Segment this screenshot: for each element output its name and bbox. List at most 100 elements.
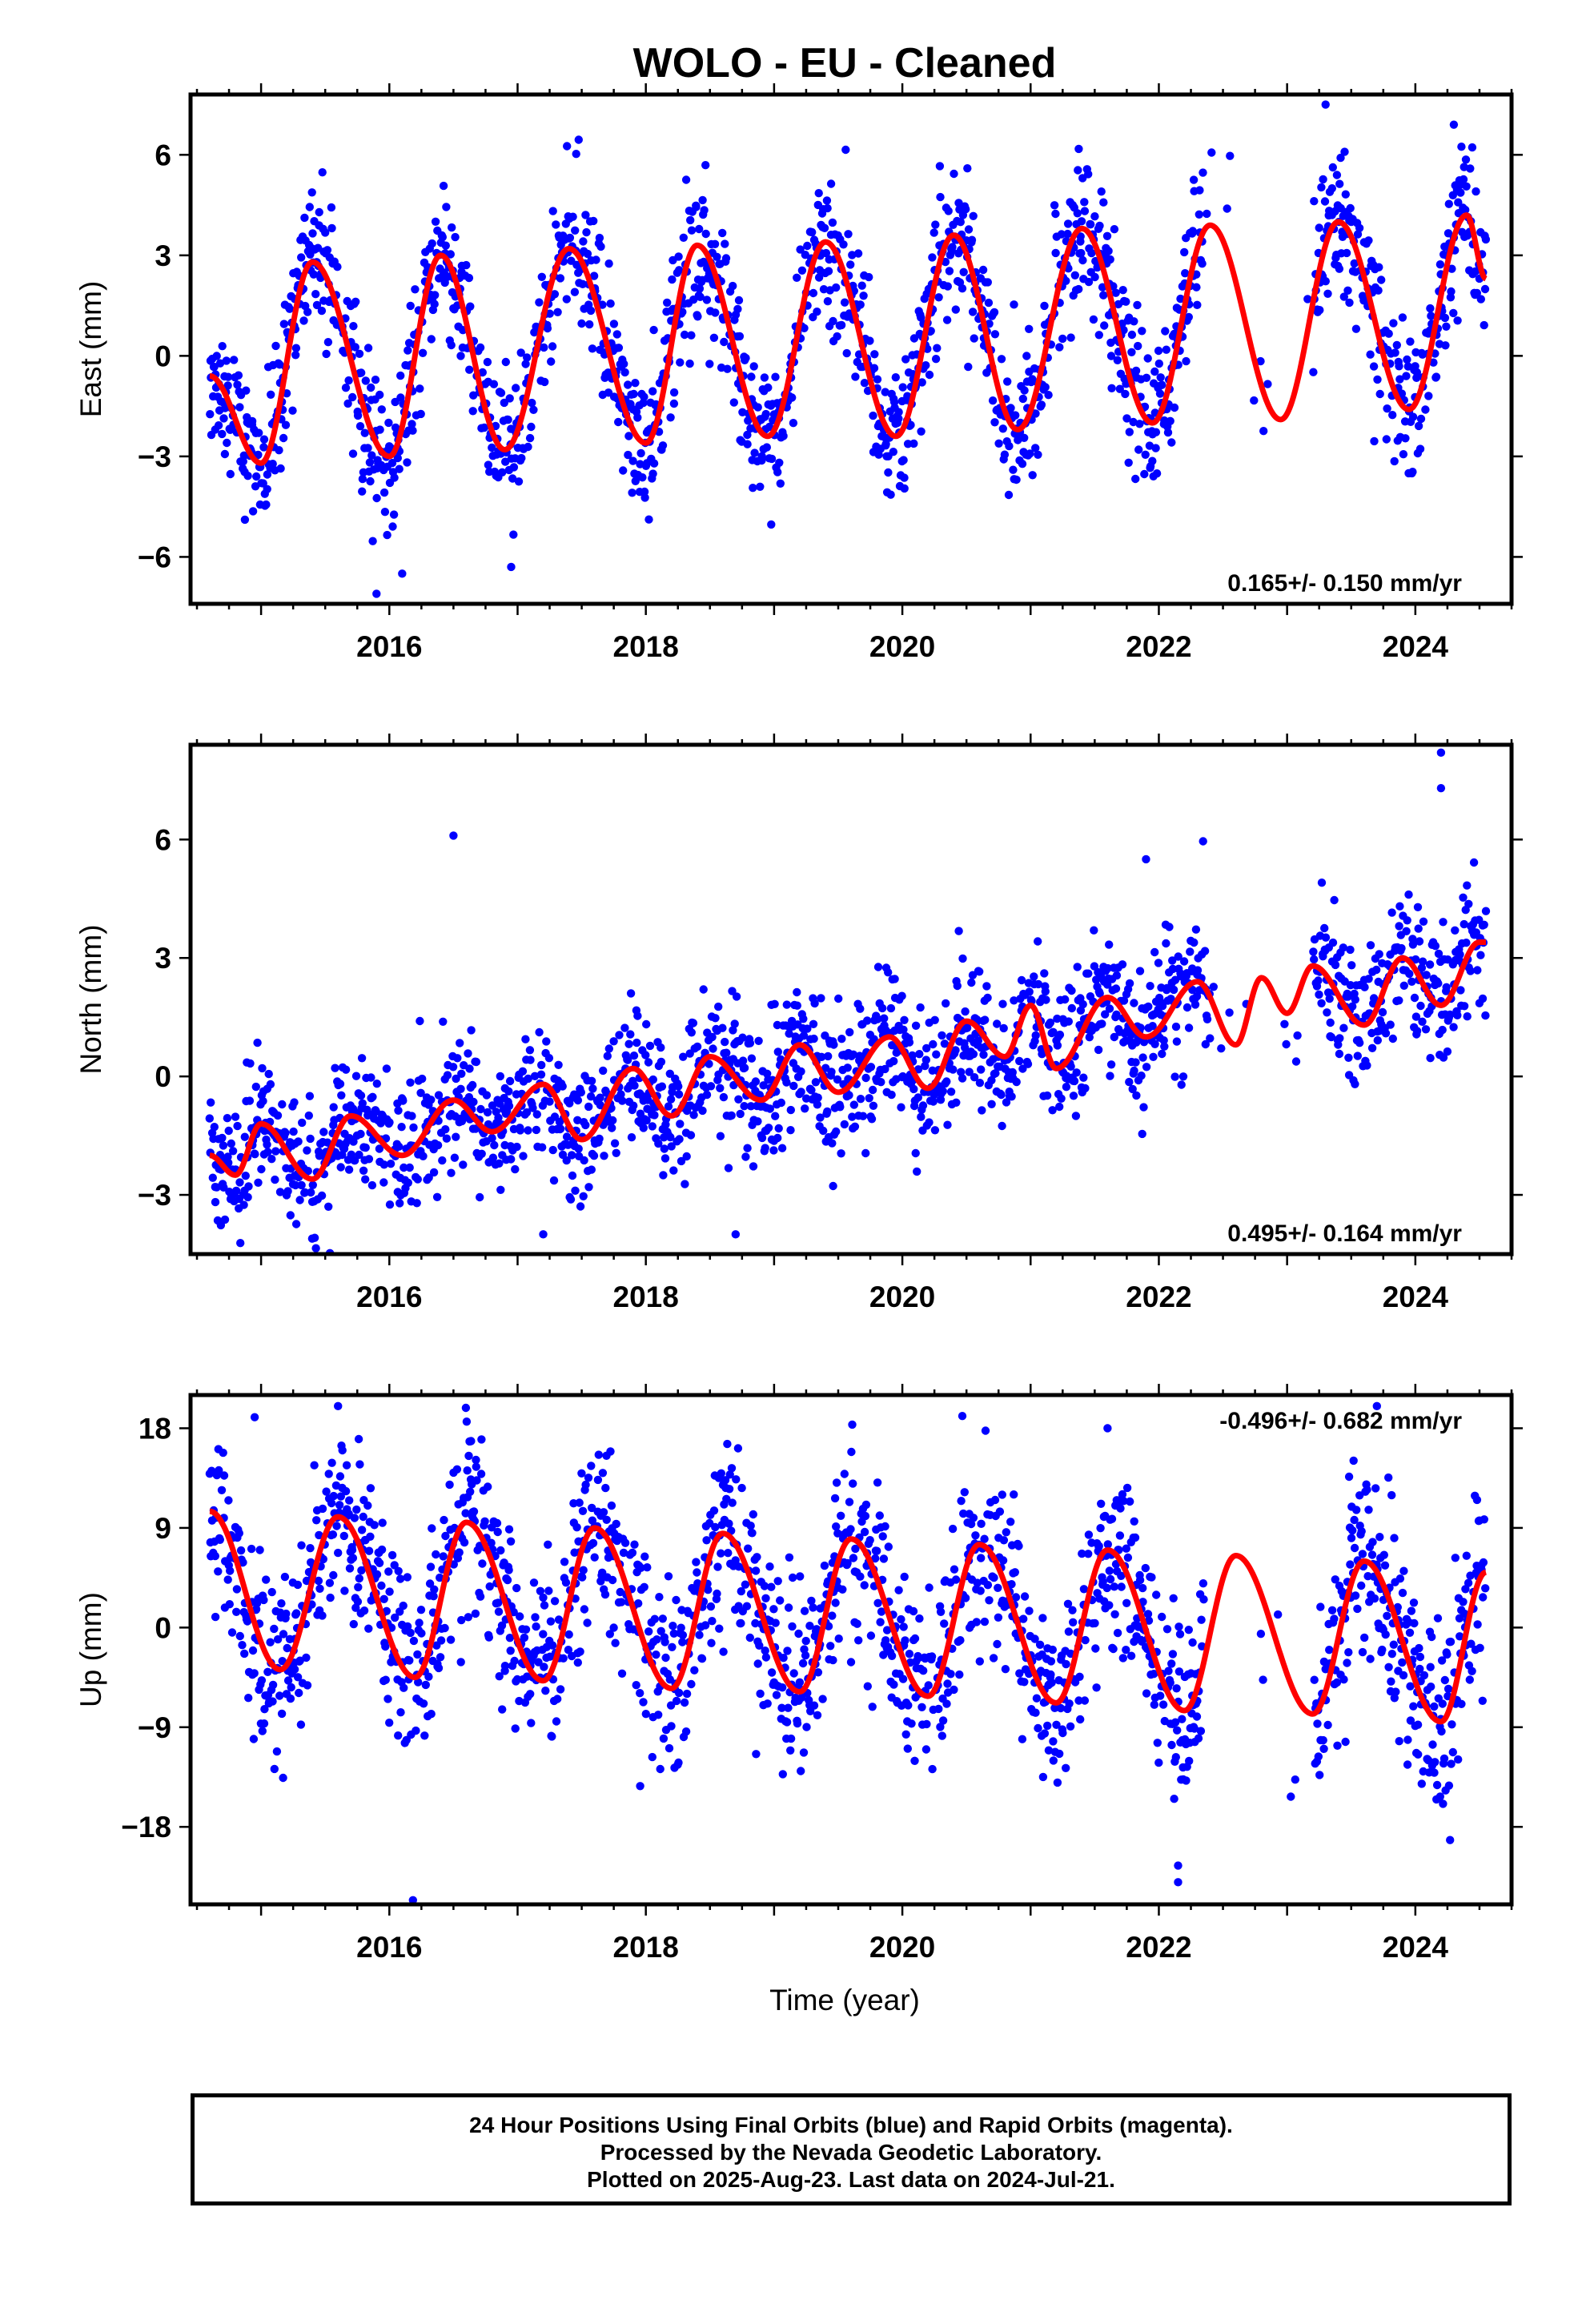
data-point [1310,955,1319,964]
data-point [771,372,780,381]
data-point [596,1093,604,1102]
data-point [1015,1056,1024,1066]
data-point [1053,1041,1062,1050]
data-point [672,1595,681,1605]
x-tick-label: 2022 [1126,1281,1191,1313]
data-point [698,195,707,205]
data-point [538,1143,547,1152]
data-point [1386,1020,1395,1029]
data-point [355,1150,363,1160]
data-point [1332,1678,1342,1687]
data-point [756,482,765,491]
data-point [277,1599,286,1608]
data-point [1388,411,1397,420]
data-point [469,391,478,400]
data-point [366,1532,375,1542]
data-point [254,1178,263,1188]
data-point [251,1082,260,1092]
data-point [841,145,850,155]
data-point [387,458,397,468]
data-point [656,1057,666,1067]
data-point [206,410,215,419]
data-point [640,392,648,401]
data-point [957,1068,966,1076]
data-point [1031,409,1040,418]
data-point [951,1046,960,1055]
data-point [318,168,327,177]
data-point [1154,1758,1163,1767]
data-point [817,1052,826,1062]
data-point [867,1115,877,1124]
data-point [1344,1053,1353,1063]
data-point [919,1667,928,1675]
data-point [1168,1650,1178,1659]
data-point [406,1078,415,1088]
data-point [1434,949,1443,959]
data-point [580,1156,588,1165]
data-point [340,1586,349,1595]
data-point [1328,938,1338,947]
data-point [994,1613,1003,1622]
data-point [210,1266,218,1274]
data-point [379,1178,388,1187]
data-point [1190,938,1199,947]
data-point [381,1642,390,1651]
data-point [467,1437,476,1445]
data-point [1132,1091,1141,1100]
data-point [293,1580,303,1590]
data-point [536,1070,546,1080]
data-point [439,1017,448,1027]
data-point [575,1498,584,1507]
data-point [268,1680,278,1690]
data-point [702,296,712,304]
data-point [248,1646,258,1655]
data-point [661,1154,670,1163]
data-point [455,1548,464,1557]
data-point [1351,995,1360,1004]
data-point [970,334,978,343]
data-point [952,1098,961,1108]
data-point [793,987,801,997]
data-point [377,1545,387,1554]
data-point [1185,1756,1194,1766]
data-point [711,308,720,317]
data-point [599,1508,608,1517]
data-point [981,1426,990,1435]
data-point [1118,960,1127,969]
data-point [831,1598,840,1607]
data-point [873,375,882,384]
data-point [544,1054,554,1063]
data-point [573,1116,582,1125]
data-point [459,1160,468,1169]
data-point [985,1596,994,1605]
data-point [707,1638,716,1647]
data-point [509,1607,518,1617]
data-point [1421,405,1430,414]
data-point [898,1675,908,1683]
data-point [544,1586,553,1595]
data-point [305,1092,315,1100]
data-point [1416,414,1426,424]
y-tick-label: 6 [155,823,171,856]
data-point [612,1519,620,1529]
data-point [355,422,365,431]
data-point [1141,450,1150,459]
data-point [998,1121,1006,1131]
data-point [837,1035,846,1043]
data-point [1339,1023,1348,1032]
data-point [240,1132,249,1141]
data-point [1072,1068,1081,1077]
data-point [500,1662,510,1671]
data-point [1415,444,1425,453]
data-point [611,1638,620,1647]
data-point [665,1743,674,1753]
data-point [958,284,967,293]
data-point [909,334,919,343]
data-point [1355,1039,1364,1047]
data-point [1416,1001,1425,1011]
data-point [451,232,460,242]
data-point [870,350,879,359]
data-point [721,1037,729,1047]
data-point [669,399,679,408]
data-point [616,1587,624,1597]
